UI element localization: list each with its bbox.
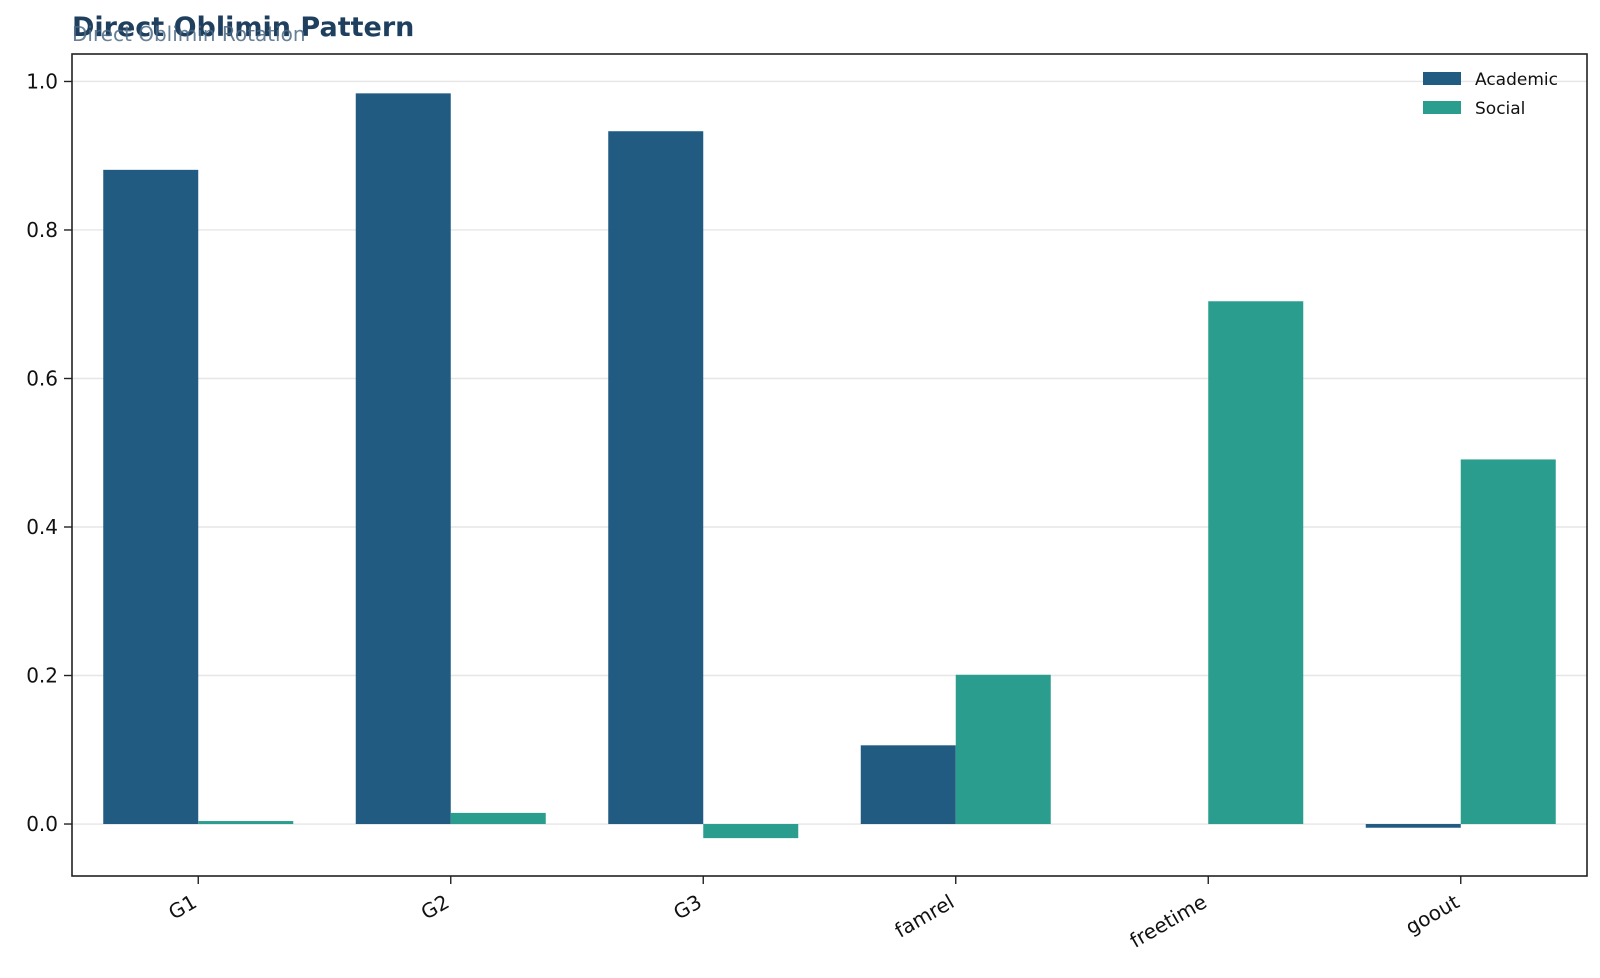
y-tick-label: 1.0 xyxy=(26,69,58,93)
legend-label-social: Social xyxy=(1475,99,1525,119)
legend: Academic Social xyxy=(1423,70,1558,119)
y-axis: 0.0 0.2 0.4 0.6 0.8 1.0 xyxy=(26,69,72,836)
bar-social-g1 xyxy=(198,821,294,825)
x-tick-label: goout xyxy=(1401,889,1463,939)
y-tick-label: 0.2 xyxy=(26,664,58,688)
legend-swatch-social xyxy=(1423,101,1461,114)
bar-academic-g1 xyxy=(103,169,199,825)
x-tick-label: G1 xyxy=(164,890,200,925)
y-tick-label: 0.0 xyxy=(26,812,58,836)
bar-academic-goout xyxy=(1365,824,1461,828)
bar-social-g3 xyxy=(703,824,799,839)
bar-social-freetime xyxy=(1208,301,1304,825)
x-tick-label: freetime xyxy=(1125,890,1210,953)
bar-academic-g2 xyxy=(355,93,451,825)
bar-academic-famrel xyxy=(860,745,956,825)
bars xyxy=(103,93,1556,839)
chart-subtitle: Direct Oblimin Rotation xyxy=(72,22,306,46)
bar-social-famrel xyxy=(955,674,1051,825)
y-tick-label: 0.8 xyxy=(26,218,58,242)
x-tick-label: G2 xyxy=(417,890,453,925)
x-axis: G1 G2 G3 famrel freetime goout xyxy=(164,876,1463,953)
bar-social-goout xyxy=(1460,459,1556,825)
bar-academic-g3 xyxy=(608,131,704,825)
legend-swatch-academic xyxy=(1423,72,1461,85)
chart-title: Direct Oblimin Pattern xyxy=(72,12,415,43)
y-tick-label: 0.6 xyxy=(26,366,58,390)
x-tick-label: famrel xyxy=(890,890,958,943)
x-tick-label: G3 xyxy=(669,890,705,925)
legend-label-academic: Academic xyxy=(1475,70,1558,90)
plot-frame xyxy=(71,53,1588,877)
bar-social-g2 xyxy=(450,812,546,825)
grid-lines xyxy=(72,80,1587,825)
y-tick-label: 0.4 xyxy=(26,515,58,539)
